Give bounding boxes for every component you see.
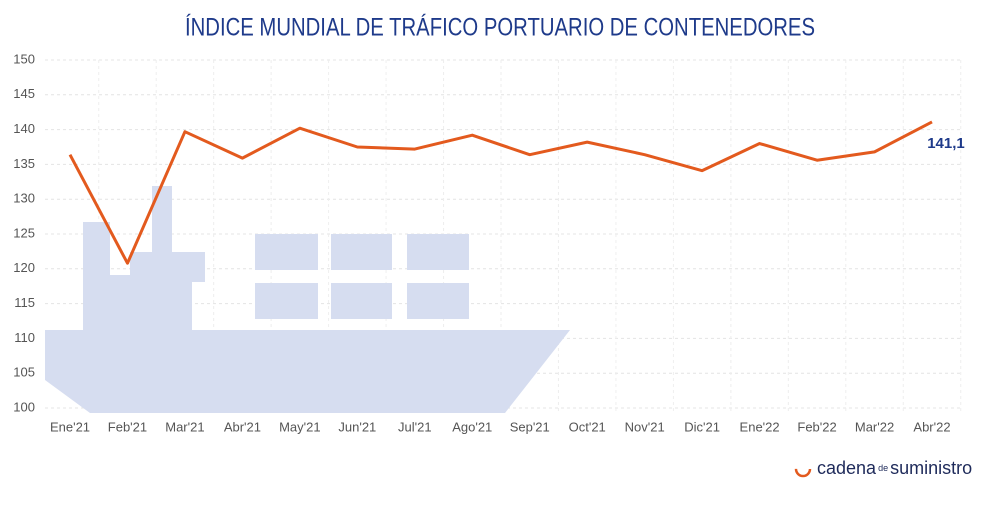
y-tick-label: 120	[13, 260, 35, 275]
x-tick-label: Abr'21	[224, 419, 261, 434]
logo: cadena de suministro	[794, 458, 972, 478]
chart-title: ÍNDICE MUNDIAL DE TRÁFICO PORTUARIO DE C…	[185, 13, 815, 42]
x-tick-label: Feb'21	[108, 419, 147, 434]
y-tick-label: 135	[13, 156, 35, 171]
x-tick-label: Nov'21	[625, 419, 665, 434]
x-tick-label: Jul'21	[398, 419, 432, 434]
y-tick-label: 140	[13, 121, 35, 136]
logo-joiner: de	[878, 463, 888, 473]
ship-illustration	[45, 186, 570, 413]
y-tick-label: 130	[13, 191, 35, 206]
logo-name: cadena	[817, 458, 877, 478]
line	[68, 120, 933, 265]
value-label: 141,1	[927, 135, 965, 152]
x-tick-label: Ago'21	[452, 419, 492, 434]
plot: 100 105 110 115 120 125 130 135 140 145 150 Ene'21 F…	[13, 51, 964, 434]
x-tick-label: Sep'21	[510, 419, 550, 434]
y-tick-label: 145	[13, 86, 35, 101]
y-tick-label: 150	[13, 51, 35, 66]
x-tick-label: Abr'22	[913, 419, 950, 434]
x-tick-label: Jun'21	[338, 419, 376, 434]
logo-icon	[794, 460, 812, 478]
logo-text: cadena de suministro	[817, 458, 972, 478]
x-tick-label: Mar'22	[855, 419, 894, 434]
x-tick-label: Oct'21	[569, 419, 606, 434]
x-tick-label: Dic'21	[684, 419, 720, 434]
x-tick-label: Ene'22	[740, 419, 780, 434]
y-tick-label: 125	[13, 225, 35, 240]
x-tick-label: May'21	[279, 419, 321, 434]
x-tick-label: Ene'21	[50, 419, 90, 434]
logo-end: suministro	[890, 458, 972, 478]
x-tick-label: Mar'21	[165, 419, 204, 434]
y-tick-label: 110	[14, 330, 35, 345]
y-tick-label: 100	[13, 399, 35, 414]
y-tick-label: 115	[14, 295, 35, 310]
x-tick-label: Feb'22	[797, 419, 836, 434]
y-tick-label: 105	[13, 365, 35, 380]
